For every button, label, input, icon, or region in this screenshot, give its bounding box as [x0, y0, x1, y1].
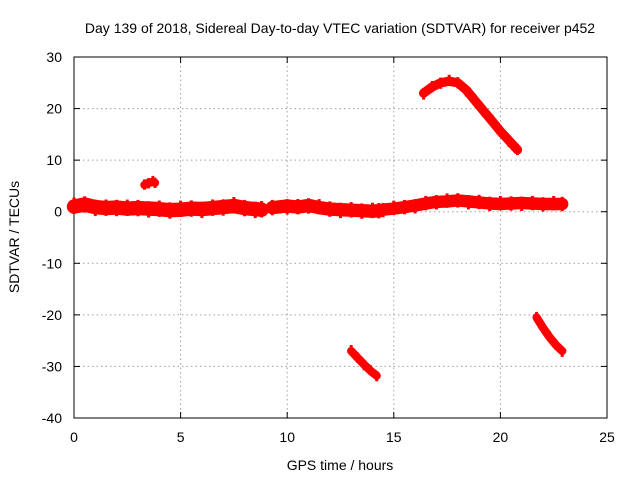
data-point	[136, 199, 140, 217]
data-point	[362, 360, 366, 371]
data-point	[232, 197, 236, 214]
chart-title: Day 139 of 2018, Sidereal Day-to-day VTE…	[85, 20, 595, 36]
data-point	[375, 371, 379, 382]
x-tick-label: 25	[599, 429, 615, 445]
data-point	[360, 203, 364, 219]
x-tick-label: 15	[386, 429, 402, 445]
data-point	[520, 196, 524, 211]
data-point	[445, 193, 449, 208]
data-point	[147, 178, 151, 189]
data-point	[147, 201, 151, 218]
data-point	[349, 202, 353, 218]
data-point	[552, 196, 556, 211]
data-point	[115, 199, 119, 217]
data-point	[253, 201, 257, 219]
x-tick-label: 10	[279, 429, 295, 445]
data-point	[296, 199, 300, 215]
y-axis-label: SDTVAR / TECUs	[6, 181, 22, 293]
data-point	[464, 85, 468, 97]
data-point	[307, 198, 310, 214]
data-point	[541, 323, 545, 334]
data-point	[488, 196, 492, 212]
data-point	[317, 199, 321, 215]
data-point	[368, 365, 372, 376]
data-point	[413, 199, 417, 214]
data-point	[339, 202, 342, 219]
data-point	[153, 177, 157, 188]
data-point	[142, 179, 146, 190]
data-point	[498, 196, 502, 211]
y-tick-label: -20	[42, 307, 62, 323]
data-point	[547, 331, 551, 342]
data-point	[516, 143, 519, 156]
data-point	[211, 199, 215, 216]
data-point	[473, 94, 477, 106]
data-traces	[66, 74, 569, 382]
x-axis-label: GPS time / hours	[287, 457, 394, 473]
data-point	[151, 175, 155, 187]
x-tick-label: 20	[493, 429, 509, 445]
data-point	[403, 199, 406, 215]
grid	[74, 57, 607, 418]
data-point	[371, 202, 374, 219]
x-tick-label: 5	[177, 429, 185, 445]
data-point	[189, 200, 193, 217]
data-point	[93, 199, 97, 217]
data-point	[456, 193, 460, 208]
data-point	[260, 201, 264, 218]
y-tick-label: -10	[42, 255, 62, 271]
data-point	[392, 200, 396, 215]
data-point	[535, 311, 539, 323]
data-point	[447, 74, 451, 87]
data-point	[560, 196, 564, 212]
data-point	[498, 125, 502, 137]
data-point	[554, 339, 558, 350]
y-tick-label: 20	[46, 101, 62, 117]
data-point	[168, 202, 172, 219]
data-point	[541, 197, 545, 212]
y-tick-label: 10	[46, 152, 62, 168]
data-point	[221, 199, 225, 216]
data-point	[456, 77, 460, 89]
data-point	[328, 201, 332, 217]
data-point	[104, 199, 108, 216]
y-tick-label: 30	[46, 49, 62, 65]
data-point	[381, 202, 385, 218]
data-point	[200, 201, 204, 219]
data-point	[509, 196, 513, 211]
data-point	[243, 199, 247, 217]
data-point	[83, 196, 87, 213]
data-point	[477, 194, 481, 210]
data-point	[481, 105, 485, 117]
x-tick-label: 0	[70, 429, 78, 445]
y-tick-label: -30	[42, 358, 62, 374]
y-tick-label: 0	[54, 204, 62, 220]
data-point	[560, 346, 564, 357]
data-point	[434, 195, 438, 210]
data-point	[125, 199, 129, 216]
data-point	[270, 199, 274, 216]
data-point	[530, 195, 534, 211]
data-point	[356, 352, 360, 363]
series-line-4	[376, 194, 569, 216]
axis-ticks: 0 5 10 15 20 25 -40 -30 -20 -10 0 10 20 30	[42, 49, 615, 445]
data-point	[439, 77, 443, 89]
data-point	[285, 199, 289, 215]
data-point	[490, 114, 494, 126]
data-point	[179, 200, 183, 217]
data-point	[72, 197, 76, 214]
series-line-5	[418, 76, 523, 155]
data-point	[430, 80, 434, 93]
data-point	[507, 135, 511, 147]
data-point	[466, 195, 470, 210]
data-point	[422, 88, 426, 100]
plot-frame	[73, 56, 608, 419]
y-tick-label: -40	[42, 410, 62, 426]
data-point	[424, 195, 428, 211]
data-point	[349, 345, 353, 356]
data-point	[157, 200, 161, 217]
